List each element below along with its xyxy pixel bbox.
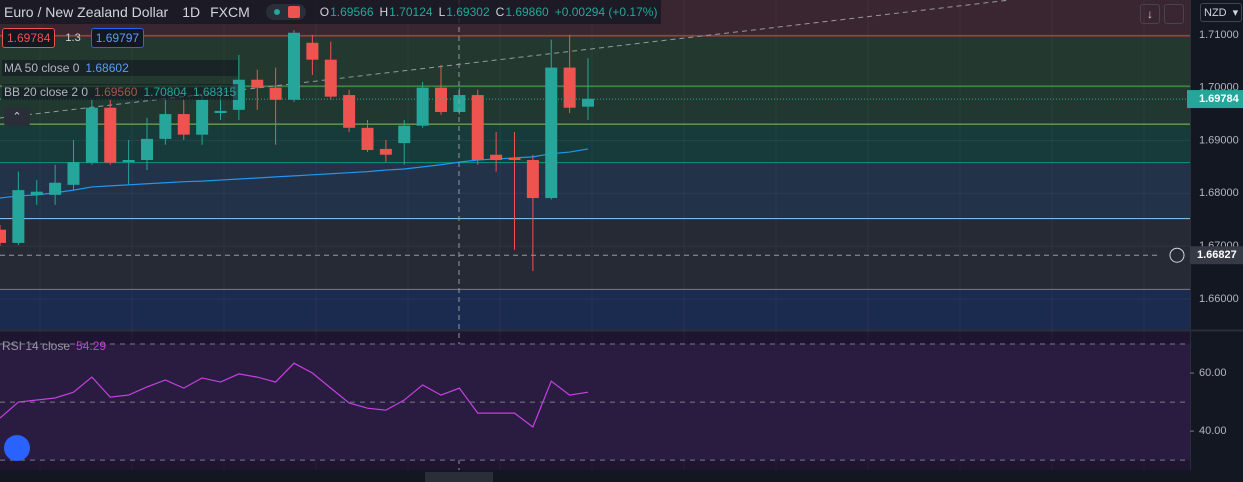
legend-value: 1.69560 (94, 85, 138, 99)
ohlc-item: C 1.69860 (496, 5, 549, 19)
ohlc-key: C (495, 5, 505, 19)
candle-body (471, 95, 484, 161)
currency-button[interactable]: NZD ▾ (1200, 3, 1243, 22)
candle-body (490, 154, 503, 161)
candle-body (67, 162, 80, 185)
status-icon (287, 6, 300, 18)
crosshair-label: 1.66827 (1197, 249, 1237, 261)
buy-button[interactable]: 1.69797 (90, 28, 145, 48)
candle-body (563, 67, 576, 108)
candle-body (12, 190, 25, 243)
status-dot (273, 9, 280, 15)
indicator-legend: MA 50 close 0 1.68602 BB 20 close 2 0 1.695… (2, 60, 239, 108)
rsi-title: RSI 14 close (2, 339, 71, 353)
candle-body (379, 148, 392, 155)
candle-body (324, 59, 337, 97)
y-tick-label: 1.69000 (1199, 134, 1239, 146)
rsi-legend: RSI 14 close 54.29 (2, 339, 106, 353)
collapse-button[interactable]: ⌃ (4, 108, 30, 126)
ohlc-item: H 1.70124 (380, 5, 433, 19)
candle-body (159, 114, 172, 139)
header-bar: Euro / New Zealand Dollar 1D FXCM O 1.695… (0, 0, 662, 24)
ohlc-key: H (379, 5, 389, 19)
reset-button[interactable] (1164, 4, 1184, 24)
legend-value: 1.70804 (143, 85, 187, 99)
rsi-line (0, 362, 589, 428)
candle-body (288, 32, 300, 100)
source: FXCM (210, 4, 250, 20)
logo[interactable] (4, 435, 30, 461)
last-price-badge (1187, 90, 1243, 109)
status-pill[interactable] (265, 4, 306, 20)
candle-body (0, 229, 6, 243)
candle-body (398, 125, 411, 144)
level-band (0, 162, 1190, 219)
ohlc-key: O (319, 5, 330, 19)
symbol-title: Euro / New Zealand Dollar (4, 4, 169, 20)
legend-value: 1.68315 (192, 85, 237, 99)
rsi-value: 54.29 (76, 339, 107, 353)
interval[interactable]: 1D (182, 4, 201, 20)
candle-body (251, 79, 264, 88)
candle-body (526, 160, 539, 199)
ohlc-value: 1.69302 (446, 5, 490, 19)
ohlc-value: 1.70124 (389, 5, 433, 19)
y-tick-label: 1.71000 (1199, 29, 1239, 41)
ohlc-value: 1.69860 (505, 5, 549, 19)
candle-body (196, 99, 209, 135)
candle-body (85, 107, 98, 163)
time-marker (425, 472, 493, 482)
ohlc-item: O 1.69566 (320, 5, 374, 19)
legend-name: MA 50 close 0 (4, 61, 80, 75)
y-tick-label: 1.66000 (1199, 293, 1239, 305)
sell-button[interactable]: 1.69784 (2, 28, 56, 48)
candle-body (269, 87, 282, 100)
candle-body (343, 95, 356, 128)
candle-body (545, 67, 558, 199)
candle-body (306, 42, 319, 60)
last-price-label: 1.69784 (1199, 93, 1240, 105)
trade-row: 1.69784 1.3 1.69797 (2, 28, 145, 48)
legend-row: MA 50 close 0 1.68602 (2, 60, 239, 76)
candle-body (141, 138, 153, 161)
candle-body (361, 127, 374, 150)
ohlc-item: L 1.69302 (439, 5, 490, 19)
ma-line (0, 148, 589, 199)
rsi-tick-label: 40.00 (1199, 425, 1227, 437)
candle-body (122, 160, 135, 163)
rsi-tick-label: 60.00 (1199, 367, 1227, 379)
ohlc-key: L (438, 5, 446, 19)
trend-line (0, 0, 1011, 119)
crosshair-plus (1169, 247, 1185, 263)
candle-body (177, 114, 190, 135)
candle-body (214, 110, 227, 114)
crosshair-badge (1190, 246, 1243, 265)
y-tick-label: 1.68000 (1199, 187, 1239, 199)
ohlc: O 1.69566 H 1.70124 L 1.69302 C 1.69860 (320, 5, 549, 19)
currency: NZD (1204, 6, 1227, 19)
candle-body (435, 87, 447, 112)
price-axis (1190, 0, 1243, 482)
candle-body (582, 98, 594, 107)
legend-value: 1.68602 (85, 61, 129, 75)
scroll-button[interactable]: ↓ (1140, 4, 1160, 24)
candle-body (508, 157, 521, 161)
candle-body (416, 87, 429, 126)
legend-row: BB 20 close 2 0 1.69560 1.70804 1.68315 (2, 84, 239, 100)
change: +0.00294 (+0.17%) (554, 5, 658, 19)
ohlc-value: 1.69566 (330, 5, 374, 19)
spread: 1.3 (65, 32, 81, 44)
time-axis (0, 470, 1243, 482)
candle-body (49, 182, 62, 195)
candle-body (30, 191, 43, 195)
candle-body (104, 107, 117, 163)
level-band (0, 218, 1190, 290)
legend-name: BB 20 close 2 0 (4, 85, 89, 99)
